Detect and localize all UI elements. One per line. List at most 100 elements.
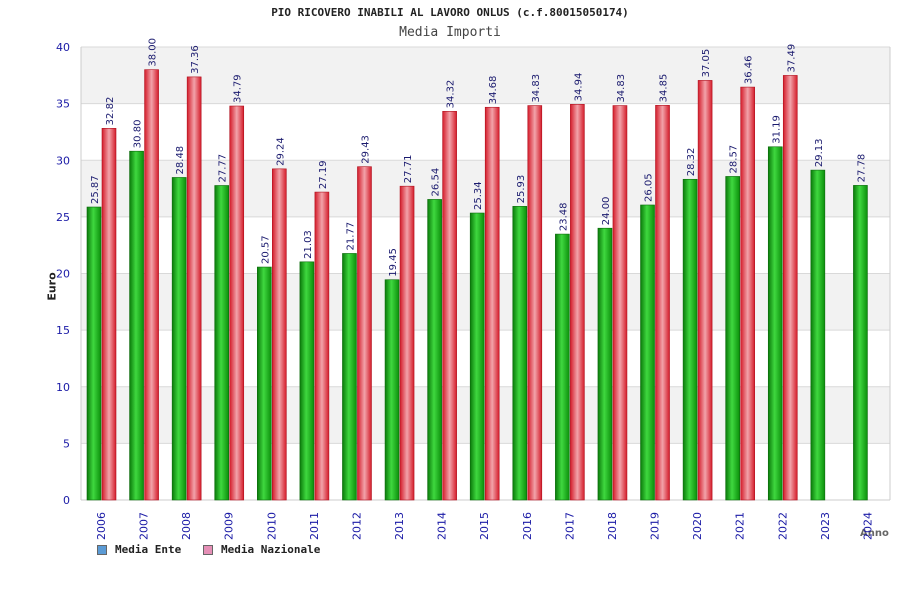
bar-ente [810,169,826,501]
data-label: 24.00 [601,197,612,226]
data-label: 23.48 [558,202,569,231]
legend-item-ente: Media Ente [97,543,181,556]
data-label: 27.77 [218,154,229,183]
bar-ente [214,185,230,501]
bar-nazionale [697,80,713,501]
data-label: 37.49 [786,44,797,73]
x-tick-label: 2022 [776,512,789,540]
bar-ente [597,227,613,501]
x-tick-label: 2014 [436,512,449,540]
data-label: 34.85 [659,74,670,103]
x-tick-label: 2006 [95,512,108,540]
data-label: 34.79 [233,74,244,103]
data-label: 34.83 [616,74,627,103]
x-tick-label: 2013 [393,512,406,540]
data-label: 29.24 [275,137,286,166]
bar-nazionale [484,106,500,501]
x-tick-label: 2007 [138,512,151,540]
bar-nazionale [612,105,628,501]
data-label: 25.34 [473,181,484,210]
y-tick-label: 40 [56,41,70,54]
x-tick-label: 2010 [265,512,278,540]
data-label: 29.13 [814,138,825,167]
y-tick-label: 15 [56,324,70,337]
legend-swatch-nazionale [203,544,213,555]
data-label: 28.32 [686,148,697,177]
bar-ente [86,206,102,501]
bar-nazionale [357,166,372,501]
x-tick-label: 2019 [649,512,662,540]
bar-nazionale [442,111,457,501]
data-label: 27.71 [403,155,414,184]
bar-ente [299,261,315,501]
bar-ente [342,253,357,501]
data-label: 26.05 [644,173,655,202]
data-label: 36.46 [744,55,755,84]
data-label: 27.78 [856,154,867,183]
bar-ente [555,233,570,501]
x-tick-label: 2018 [606,512,619,540]
x-tick-label: 2012 [350,512,363,540]
x-tick-label: 2023 [819,512,832,540]
bar-nazionale [314,191,330,501]
y-tick-label: 25 [56,211,70,224]
legend-item-nazionale: Media Nazionale [203,543,320,556]
data-label: 21.77 [345,222,356,251]
bar-ente [682,178,698,501]
x-tick-label: 2009 [223,512,236,540]
data-label: 25.87 [90,175,101,204]
bar-ente [767,146,783,501]
bar-nazionale [144,69,159,501]
bar-nazionale [186,76,202,501]
bar-nazionale [655,105,670,501]
data-label: 21.03 [303,230,314,259]
x-tick-label: 2024 [861,512,874,540]
data-label: 34.68 [488,76,499,105]
data-label: 38.00 [148,38,159,67]
bar-nazionale [527,105,543,501]
bar-ente [384,279,400,501]
x-tick-label: 2017 [563,512,576,540]
data-label: 26.54 [431,168,442,197]
y-tick-label: 30 [56,154,70,167]
bar-nazionale [740,86,755,501]
data-label: 34.94 [573,73,584,102]
bar-nazionale [399,185,415,501]
bar-ente [257,266,272,501]
y-tick-label: 20 [56,268,70,281]
bar-nazionale [570,104,585,501]
bar-ente [512,206,528,501]
x-tick-label: 2016 [521,512,534,540]
x-tick-label: 2008 [180,512,193,540]
x-tick-label: 2015 [478,512,491,540]
data-label: 30.80 [133,120,144,149]
bar-ente [129,150,144,501]
bar-ente [640,204,655,501]
data-label: 34.83 [531,74,542,103]
legend-label-ente: Media Ente [115,543,182,556]
chart-subtitle: Media Importi [399,25,501,40]
data-label: 28.48 [175,146,186,175]
y-tick-label: 10 [56,381,70,394]
data-label: 37.05 [701,49,712,78]
data-label: 37.36 [190,45,201,74]
data-label: 31.19 [771,115,782,144]
data-label: 29.43 [360,135,371,164]
bar-ente [853,185,868,501]
bar-nazionale [782,75,798,501]
data-label: 19.45 [388,248,399,277]
bar-ente [427,199,442,501]
bar-ente [171,177,187,501]
data-label: 28.57 [729,145,740,174]
data-label: 34.32 [446,80,457,109]
bar-ente [725,176,740,501]
y-tick-label: 5 [63,437,70,450]
bar-nazionale [272,168,287,501]
data-label: 25.93 [516,175,527,204]
grid-band [81,47,890,104]
x-axis-label: Anno [860,528,889,539]
bar-ente [469,212,485,501]
data-label: 32.82 [105,97,116,126]
